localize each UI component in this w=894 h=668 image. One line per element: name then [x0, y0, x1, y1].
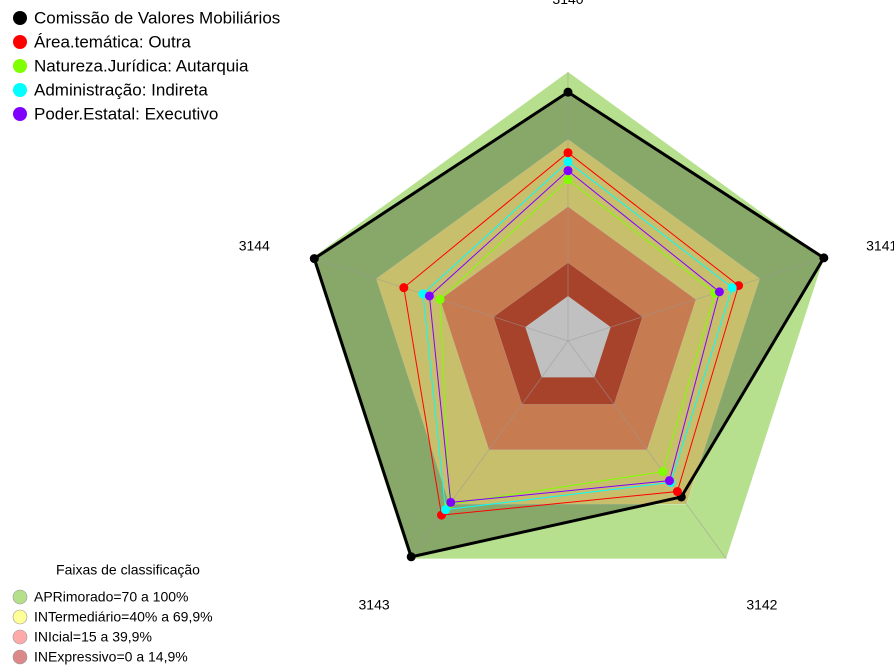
series-point [435, 294, 445, 304]
series-point [664, 476, 674, 486]
legend-marker [13, 35, 27, 49]
series-point [658, 467, 668, 477]
axis-label: 3142 [746, 596, 777, 612]
axis-label: 3140 [552, 0, 583, 7]
band-legend-marker [12, 629, 28, 645]
series-point [563, 148, 573, 158]
series-point [672, 487, 682, 497]
axis-label: 3144 [239, 237, 270, 253]
legend-label: Administração: Indireta [34, 80, 208, 99]
series-point [406, 552, 416, 562]
band [493, 262, 643, 405]
band-legend-label: INIcial=15 a 39,9% [34, 629, 152, 645]
band-legend-label: APRimorado=70 a 100% [34, 589, 189, 605]
band [376, 139, 760, 505]
axis-label: 3141 [866, 237, 894, 253]
bands-title: Faixas de classificação [56, 562, 200, 578]
band [440, 206, 696, 450]
legend-marker [13, 83, 27, 97]
spoke [567, 340, 727, 559]
band-legend-label: INExpressivo=0 a 14,9% [34, 649, 188, 665]
legend-label: Área.temática: Outra [34, 32, 191, 51]
series-point [563, 166, 573, 176]
legend-marker [13, 107, 27, 121]
series-point [714, 287, 724, 297]
series-point [446, 497, 456, 507]
legend-label: Natureza.Jurídica: Autarquia [34, 56, 249, 75]
legend-marker [13, 59, 27, 73]
band-legend-marker [12, 589, 28, 605]
axis-label: 3143 [359, 596, 390, 612]
series-point [727, 283, 737, 293]
series-line [422, 161, 733, 511]
spoke [409, 340, 569, 559]
series-point [563, 157, 573, 167]
series-point [563, 87, 573, 97]
series-point [309, 254, 319, 264]
spoke [567, 257, 824, 342]
legend-marker [13, 11, 27, 25]
series-point [563, 175, 573, 185]
legend-label: Comissão de Valores Mobiliários [34, 8, 280, 27]
band-legend-marker [12, 609, 28, 625]
band-legend-marker [12, 649, 28, 665]
band-legend-label: INTermediário=40% a 69,9% [34, 609, 213, 625]
series-point [424, 291, 434, 301]
series-line [312, 90, 826, 559]
series-line [403, 152, 740, 516]
band [312, 72, 824, 559]
series-point [440, 505, 450, 515]
series-point [819, 253, 829, 263]
series-line [428, 169, 720, 503]
legend-label: Poder.Estatal: Executivo [34, 104, 218, 123]
series-point [399, 283, 409, 293]
series-line [439, 178, 716, 505]
